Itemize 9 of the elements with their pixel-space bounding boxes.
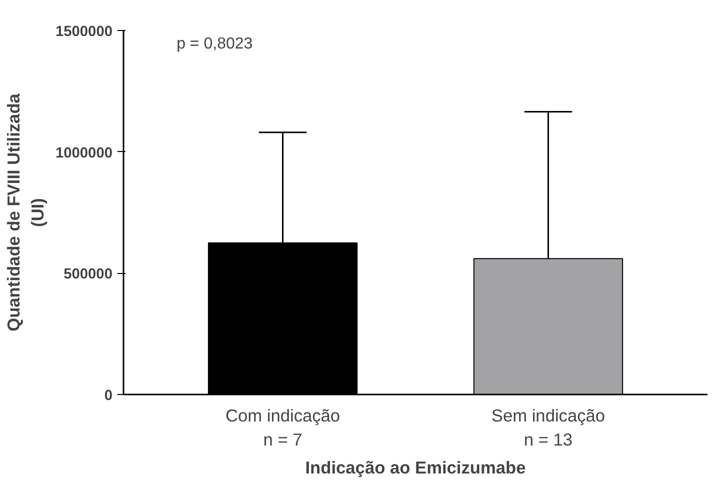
x-axis-title: Indicação ao Emicizumabe [305,458,526,478]
y-tick-label: 1000000 [55,145,113,162]
x-tick-label: Com indicação n = 7 [225,406,340,450]
x-tick-label: Sem indicação n = 13 [491,406,606,450]
y-tick-label: 0 [104,388,113,404]
y-axis-title: Quantidade de FVIII Utilizada (UI) [3,93,48,332]
y-tick-label: 500000 [64,266,113,283]
y-tick-label: 1500000 [55,24,113,40]
annotation: p = 0,8023 [176,36,253,52]
